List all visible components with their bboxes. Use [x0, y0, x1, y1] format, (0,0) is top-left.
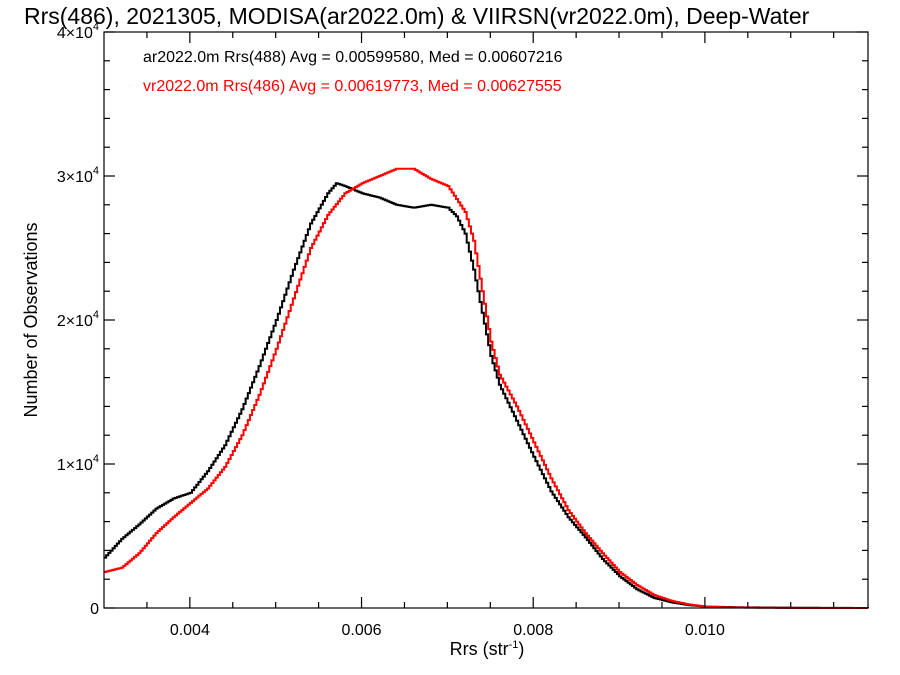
x-axis-label: Rrs (str-1)	[450, 639, 525, 659]
x-axis-label-close: )	[518, 639, 524, 659]
y-tick-label: 3×104	[57, 165, 99, 186]
x-tick-label: 0.004	[170, 622, 210, 639]
y-tick-label-sup: 4	[93, 165, 99, 177]
x-tick-label: 0.010	[685, 622, 725, 639]
y-tick-label-sup: 4	[93, 309, 99, 321]
y-tick-label-main: 2×10	[57, 313, 93, 330]
y-tick-label-main: 0	[90, 601, 99, 618]
legend-entry-red: vr2022.0m Rrs(486) Avg = 0.00619773, Med…	[143, 78, 562, 95]
y-tick-label-sup: 4	[93, 21, 99, 33]
series-line-1	[104, 167, 868, 609]
x-axis-label-main: Rrs (str	[450, 639, 509, 659]
y-tick-label-main: 3×10	[57, 169, 93, 186]
x-tick-label: 0.008	[513, 622, 553, 639]
y-tick-label-main: 1×10	[57, 457, 93, 474]
series-line-0	[104, 182, 869, 609]
x-tick-label: 0.006	[342, 622, 382, 639]
y-axis-label: Number of Observations	[21, 222, 41, 417]
x-axis-label-sup: -1	[509, 639, 519, 651]
plot-area: 0.004 0.006 0.008 0.01001×1042×1043×1044×10…	[57, 21, 869, 639]
y-tick-label-sup: 4	[93, 453, 99, 465]
chart-title: Rrs(486), 2021305, MODISA(ar2022.0m) & V…	[24, 3, 810, 29]
y-tick-label: 2×104	[57, 309, 99, 330]
y-tick-label: 1×104	[57, 453, 99, 474]
y-tick-label: 0	[90, 601, 99, 618]
y-tick-label: 4×104	[57, 21, 99, 42]
legend-entry-black: ar2022.0m Rrs(488) Avg = 0.00599580, Med…	[143, 49, 563, 66]
plot-frame	[103, 31, 869, 609]
y-tick-label-main: 4×10	[57, 25, 93, 42]
